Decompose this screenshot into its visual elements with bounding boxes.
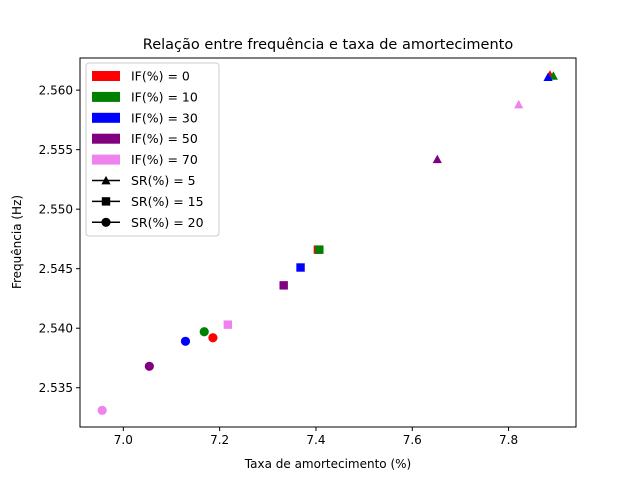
axes-frame: [79, 57, 577, 428]
legend-swatch: [92, 91, 120, 102]
data-point-if50-sr15: [279, 281, 288, 290]
legend-label: IF(%) = 0: [131, 69, 190, 84]
y-tick-label: 2.555: [39, 143, 73, 157]
data-point-if50-sr20: [144, 361, 154, 371]
data-point-if10-sr20: [199, 327, 209, 337]
chart-title: Relação entre frequência e taxa de amort…: [143, 37, 514, 53]
x-axis-ticks: 7.0 7.2 7.4 7.6 7.8: [114, 427, 518, 447]
data-point-if70-sr5: [514, 99, 524, 109]
y-tick-label: 2.560: [39, 83, 73, 97]
data-point-if10-sr15: [315, 245, 324, 254]
y-tick-label: 2.540: [39, 322, 73, 336]
legend-label: IF(%) = 50: [131, 131, 198, 146]
data-point-if30-sr5: [543, 72, 553, 81]
data-points: [97, 70, 558, 415]
legend-label: SR(%) = 20: [131, 215, 204, 230]
y-tick-label: 2.550: [39, 202, 73, 216]
legend-swatch: [92, 133, 120, 144]
legend-marker-circle: [101, 217, 111, 227]
x-tick-label: 7.0: [114, 433, 133, 447]
x-tick-label: 7.4: [306, 433, 325, 447]
legend-swatch: [92, 154, 120, 165]
data-point-if50-sr5: [432, 154, 442, 164]
x-tick-label: 7.8: [499, 433, 518, 447]
legend-box: [85, 62, 220, 237]
data-point-if30-sr15: [296, 263, 305, 272]
x-axis-label: Taxa de amortecimento (%): [244, 457, 411, 471]
y-axis-ticks: 2.535 2.540 2.545 2.550 2.555 2.560: [39, 83, 80, 395]
legend-label: SR(%) = 5: [131, 173, 196, 188]
legend-swatch: [92, 71, 120, 81]
legend-label: SR(%) = 15: [131, 194, 204, 209]
legend-marker-triangle: [101, 175, 111, 185]
data-point-if70-sr20: [97, 405, 107, 415]
legend-items: IF(%) = 0 IF(%) = 10 IF(%) = 30 IF(%) = 50 I…: [92, 69, 204, 230]
y-axis-label: Frequência (Hz): [10, 195, 24, 289]
legend-label: IF(%) = 10: [131, 89, 198, 104]
data-point-if10-sr5: [548, 71, 558, 80]
y-tick-label: 2.545: [39, 262, 73, 276]
legend: IF(%) = 0 IF(%) = 10 IF(%) = 30 IF(%) = 50 I…: [85, 62, 220, 237]
x-tick-label: 7.2: [210, 433, 229, 447]
legend-marker-square: [101, 197, 111, 206]
data-point-if0-sr20: [208, 333, 218, 343]
legend-swatch: [92, 112, 120, 123]
data-point-if30-sr20: [180, 336, 191, 346]
legend-label: IF(%) = 70: [131, 152, 198, 167]
y-tick-label: 2.535: [39, 381, 73, 395]
legend-label: IF(%) = 30: [131, 110, 198, 125]
data-point-if70-sr15: [223, 320, 233, 329]
x-tick-label: 7.6: [403, 433, 422, 447]
